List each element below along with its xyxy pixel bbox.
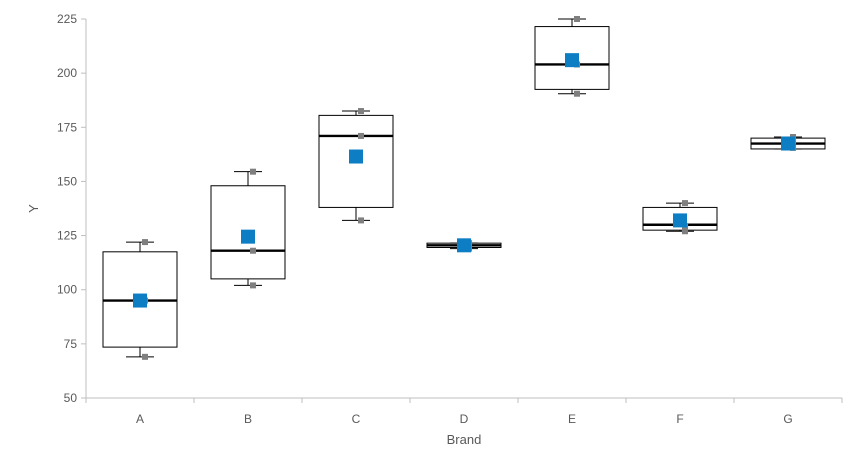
- mean-marker: [133, 293, 147, 308]
- data-point: [250, 282, 256, 289]
- mean-marker: [241, 229, 255, 244]
- mean-marker: [781, 136, 795, 151]
- y-tick-label: 150: [57, 174, 77, 188]
- box-group-C: [318, 108, 394, 224]
- box-group-A: [102, 239, 178, 360]
- data-point: [358, 132, 364, 139]
- data-point: [142, 353, 148, 360]
- data-point: [250, 247, 256, 254]
- data-point: [574, 90, 580, 97]
- x-tick-label: F: [676, 412, 683, 426]
- x-tick-label: G: [783, 412, 792, 426]
- x-tick-label: A: [136, 412, 144, 426]
- data-point: [574, 16, 580, 22]
- x-tick-label: D: [460, 412, 469, 426]
- x-tick-label: E: [568, 412, 576, 426]
- y-tick-label: 125: [57, 229, 77, 243]
- y-tick-label: 200: [57, 66, 77, 80]
- y-tick-label: 75: [64, 337, 78, 351]
- box-group-D: [426, 238, 502, 253]
- data-point: [682, 228, 688, 235]
- y-axis-title: Y: [26, 204, 41, 213]
- data-point: [682, 200, 688, 207]
- box-group-G: [750, 134, 826, 151]
- box-group-E: [534, 16, 610, 97]
- y-tick-label: 225: [57, 12, 77, 26]
- data-point: [142, 239, 148, 246]
- data-point: [250, 168, 256, 175]
- data-point: [358, 217, 364, 224]
- data-point: [358, 108, 364, 115]
- mean-marker: [673, 213, 687, 228]
- axes: 50 75 100 125 150 175 200 225 A B C D E F G: [57, 12, 843, 426]
- y-tick-label: 175: [57, 120, 77, 134]
- x-tick-label: C: [352, 412, 361, 426]
- mean-marker: [349, 149, 363, 164]
- y-tick-label: 100: [57, 283, 77, 297]
- x-axis-title: Brand: [447, 432, 482, 447]
- box-group-F: [642, 200, 718, 235]
- box-group-B: [210, 168, 286, 289]
- mean-marker: [457, 238, 471, 253]
- y-tick-label: 50: [64, 391, 78, 405]
- mean-marker: [565, 53, 579, 68]
- chart-marks: [102, 16, 826, 360]
- x-tick-label: B: [244, 412, 252, 426]
